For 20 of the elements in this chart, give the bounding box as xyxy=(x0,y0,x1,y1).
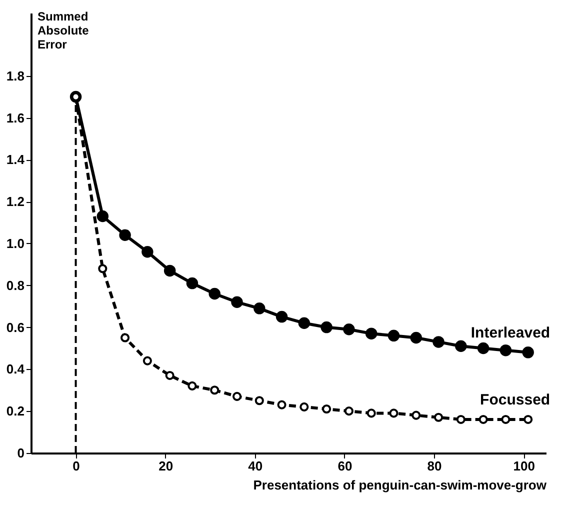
x-tick-label: 80 xyxy=(427,458,442,474)
y-tick-label: 0.2 xyxy=(6,404,24,419)
y-tick-label: 0.4 xyxy=(6,362,26,377)
y-tick-label: 0.6 xyxy=(6,320,24,335)
y-tick-label: 1.4 xyxy=(6,152,26,168)
x-tick-label: 0 xyxy=(72,458,80,474)
y-tick-label: 1.8 xyxy=(6,68,24,84)
x-tick-label: 20 xyxy=(158,458,174,474)
series-label: Interleaved xyxy=(470,324,550,342)
x-tick-label: 40 xyxy=(248,458,263,474)
x-tick-label: 60 xyxy=(338,458,352,474)
x-tick-label: 100 xyxy=(513,458,535,474)
y-tick-label: 0 xyxy=(17,446,24,460)
y-axis-title: Summed Absolute Error xyxy=(38,10,90,52)
y-tick-label: 1.6 xyxy=(6,110,24,126)
y-tick-label: 1.2 xyxy=(6,194,24,210)
y-tick-label: 0.8 xyxy=(6,278,24,293)
y-tick-label: 1.0 xyxy=(6,236,24,251)
x-axis-title: Presentations of penguin-can-swim-move-grow xyxy=(253,478,548,492)
series-label: Focussed xyxy=(480,391,550,408)
